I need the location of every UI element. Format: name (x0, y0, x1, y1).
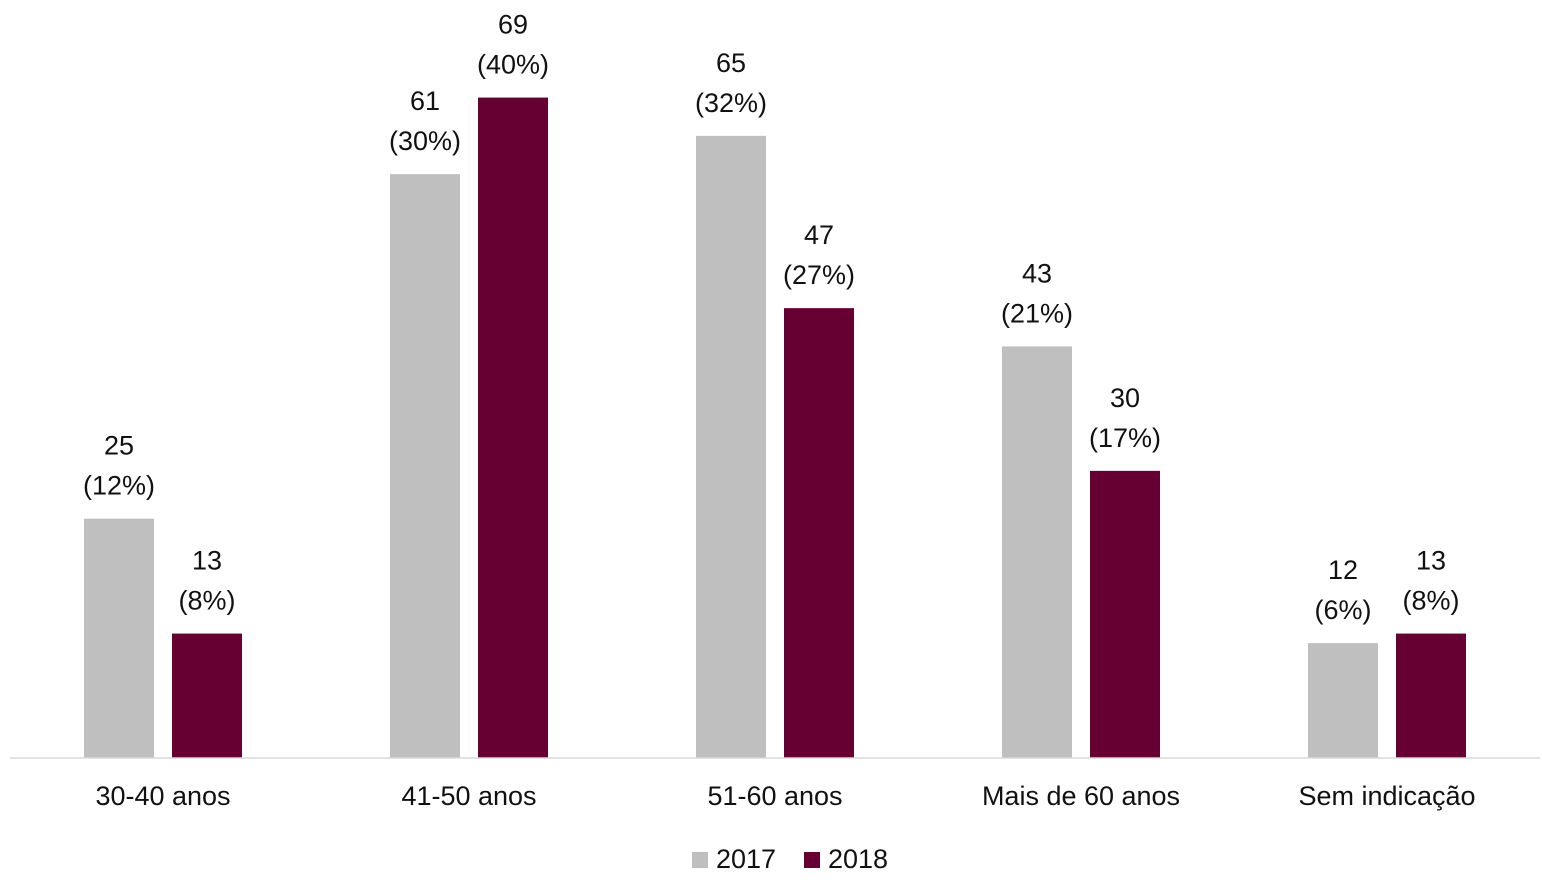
value-label-line: (8%) (178, 586, 235, 616)
value-label: 61 (30%) (389, 86, 461, 156)
value-label: 25 (12%) (83, 431, 155, 501)
value-label-line: (40%) (477, 50, 549, 80)
bar (1090, 470, 1160, 758)
value-label: 47 (27%) (783, 220, 855, 290)
bar (1308, 643, 1378, 758)
bar (784, 308, 854, 758)
value-label-line: (6%) (1314, 595, 1371, 625)
bar (696, 135, 766, 758)
value-label-line: (32%) (695, 88, 767, 118)
value-label: 12 (6%) (1314, 555, 1371, 625)
value-label-line: 61 (410, 86, 440, 116)
value-label-line: 30 (1110, 383, 1140, 413)
value-label: 43 (21%) (1001, 259, 1073, 329)
bar (1002, 346, 1072, 758)
value-label-line: 43 (1022, 259, 1052, 289)
value-label: 13 (8%) (1402, 546, 1459, 616)
value-label: 30 (17%) (1089, 383, 1161, 453)
value-label-line: (27%) (783, 260, 855, 290)
value-label-line: (21%) (1001, 299, 1073, 329)
value-label-line: 47 (804, 220, 834, 250)
x-tick-label: 51-60 anos (707, 781, 842, 811)
value-label-line: 13 (1416, 546, 1446, 576)
x-tick-label: 41-50 anos (401, 781, 536, 811)
value-label-line: 65 (716, 48, 746, 78)
x-tick-label: 30-40 anos (95, 781, 230, 811)
x-tick-label: Mais de 60 anos (982, 781, 1180, 811)
bar (1396, 633, 1466, 758)
value-label-line: 25 (104, 431, 134, 461)
bar (172, 633, 242, 758)
value-label: 69 (40%) (477, 10, 549, 80)
value-label: 13 (8%) (178, 546, 235, 616)
bar (478, 97, 548, 759)
legend-swatch (804, 852, 820, 868)
value-label-line: (17%) (1089, 423, 1161, 453)
value-label-line: (30%) (389, 126, 461, 156)
value-label-line: (12%) (83, 471, 155, 501)
x-tick-label: Sem indicação (1298, 781, 1475, 811)
value-label-line: 13 (192, 546, 222, 576)
value-label: 65 (32%) (695, 48, 767, 118)
value-label-line: 12 (1328, 555, 1358, 585)
value-label-line: 69 (498, 10, 528, 40)
legend-label: 2017 (716, 844, 776, 874)
legend-label: 2018 (828, 844, 888, 874)
legend-swatch (692, 852, 708, 868)
bar (84, 518, 154, 758)
bar (390, 174, 460, 759)
value-label-line: (8%) (1402, 586, 1459, 616)
